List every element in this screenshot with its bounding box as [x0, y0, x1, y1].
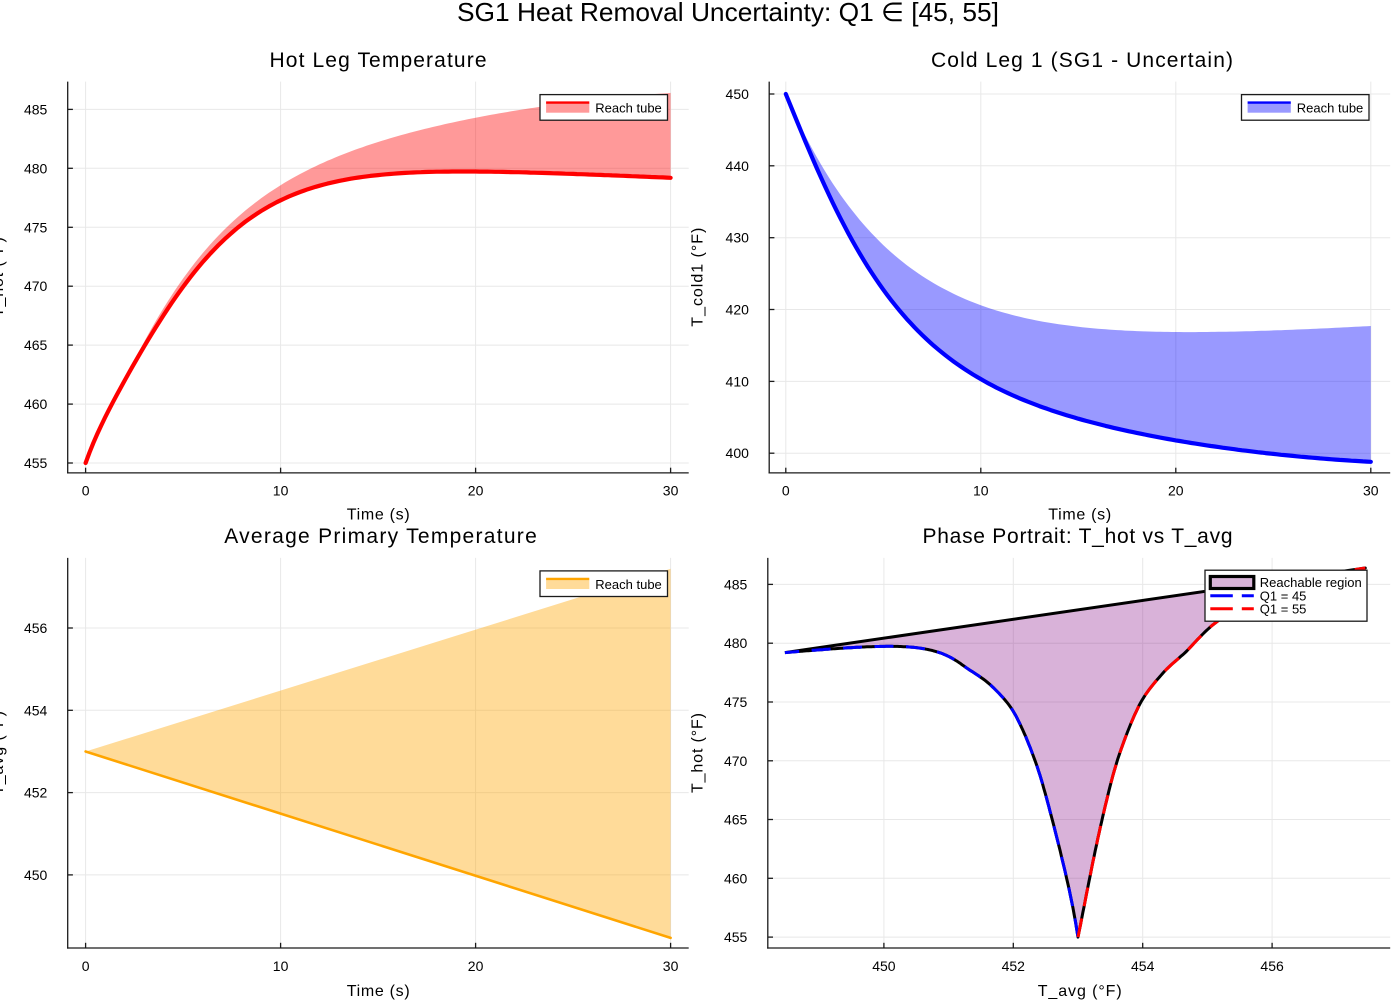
svg-text:Reach tube: Reach tube — [595, 101, 662, 116]
svg-text:Reach tube: Reach tube — [595, 577, 662, 592]
svg-text:Q1 = 55: Q1 = 55 — [1260, 602, 1307, 617]
svg-text:454: 454 — [1131, 958, 1155, 974]
svg-text:30: 30 — [1363, 483, 1379, 499]
svg-text:Reach tube: Reach tube — [1297, 101, 1364, 116]
svg-text:0: 0 — [782, 483, 790, 499]
svg-text:0: 0 — [82, 483, 90, 499]
svg-text:10: 10 — [973, 483, 989, 499]
svg-text:Hot Leg Temperature: Hot Leg Temperature — [270, 49, 487, 72]
svg-text:Average Primary Temperature: Average Primary Temperature — [224, 525, 537, 548]
svg-text:470: 470 — [724, 753, 748, 769]
svg-text:Time (s): Time (s) — [347, 507, 410, 524]
svg-text:T_avg (°F): T_avg (°F) — [0, 711, 7, 795]
svg-text:452: 452 — [1002, 958, 1026, 974]
svg-text:T_cold1 (°F): T_cold1 (°F) — [690, 228, 707, 327]
svg-text:456: 456 — [24, 620, 48, 636]
svg-text:455: 455 — [724, 929, 748, 945]
svg-text:460: 460 — [24, 396, 48, 412]
svg-text:400: 400 — [726, 445, 750, 461]
svg-text:SG1 Heat Removal Uncertainty:: SG1 Heat Removal Uncertainty: Q1 ∈ [45, … — [457, 0, 999, 27]
svg-text:450: 450 — [872, 958, 896, 974]
svg-text:480: 480 — [24, 160, 48, 176]
svg-text:450: 450 — [24, 867, 48, 883]
svg-text:20: 20 — [468, 483, 484, 499]
svg-text:475: 475 — [24, 219, 48, 235]
svg-text:20: 20 — [468, 958, 484, 974]
svg-text:440: 440 — [726, 158, 750, 174]
svg-text:Q1 = 45: Q1 = 45 — [1260, 588, 1307, 603]
svg-text:470: 470 — [24, 278, 48, 294]
svg-text:T_avg (°F): T_avg (°F) — [1038, 983, 1122, 1000]
svg-text:460: 460 — [724, 870, 748, 886]
svg-text:454: 454 — [24, 702, 48, 718]
svg-text:Cold Leg 1 (SG1 - Uncertain): Cold Leg 1 (SG1 - Uncertain) — [931, 49, 1233, 72]
svg-text:480: 480 — [724, 635, 748, 651]
svg-text:T_hot (°F): T_hot (°F) — [0, 237, 7, 317]
svg-text:410: 410 — [726, 373, 750, 389]
svg-text:420: 420 — [726, 302, 750, 318]
svg-text:456: 456 — [1260, 958, 1284, 974]
svg-text:0: 0 — [82, 958, 90, 974]
svg-text:Phase Portrait: T_hot vs T_avg: Phase Portrait: T_hot vs T_avg — [923, 525, 1233, 548]
svg-text:485: 485 — [724, 576, 748, 592]
svg-text:465: 465 — [724, 812, 748, 828]
svg-text:10: 10 — [273, 958, 289, 974]
svg-text:Time (s): Time (s) — [347, 983, 410, 1000]
svg-text:452: 452 — [24, 785, 48, 801]
svg-text:T_hot (°F): T_hot (°F) — [690, 713, 707, 793]
svg-text:455: 455 — [24, 455, 48, 471]
svg-text:475: 475 — [724, 694, 748, 710]
svg-text:30: 30 — [663, 483, 679, 499]
svg-text:465: 465 — [24, 337, 48, 353]
svg-text:10: 10 — [273, 483, 289, 499]
svg-text:20: 20 — [1168, 483, 1184, 499]
svg-text:430: 430 — [726, 230, 750, 246]
svg-text:Reachable region: Reachable region — [1260, 575, 1362, 590]
svg-text:30: 30 — [663, 958, 679, 974]
svg-text:Time (s): Time (s) — [1048, 507, 1111, 524]
svg-text:450: 450 — [726, 86, 750, 102]
svg-text:485: 485 — [24, 101, 48, 117]
